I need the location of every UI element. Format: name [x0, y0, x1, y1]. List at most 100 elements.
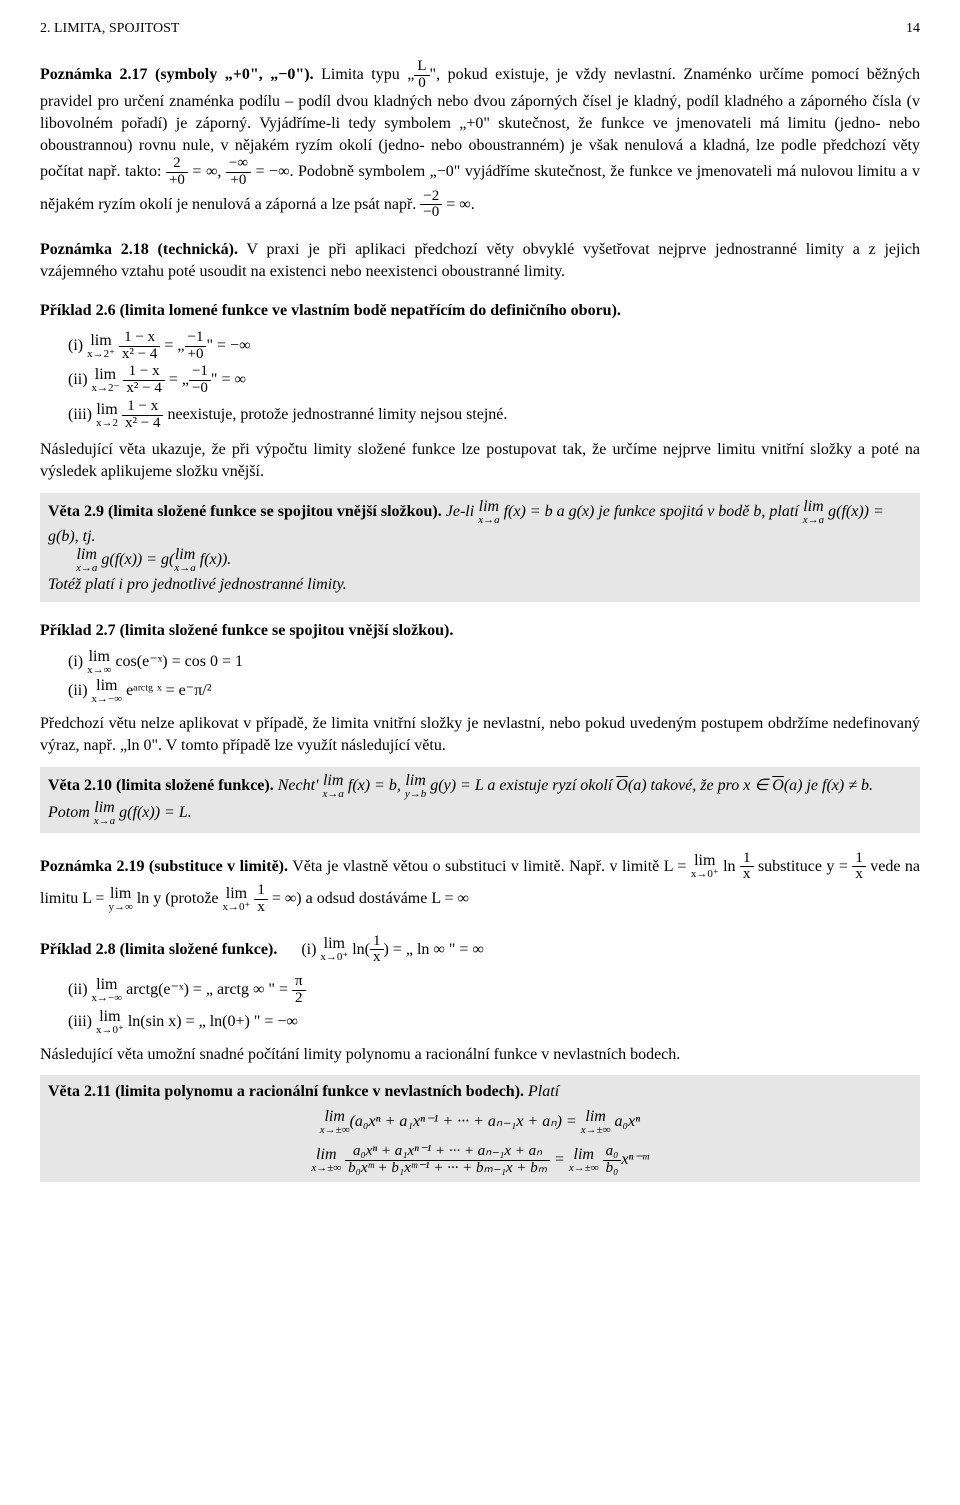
ex-2-6-ii: (ii) limx→2⁻ 1 − xx² − 4 = „−1−0" = ∞ — [68, 364, 920, 397]
limit: limx→−∞ — [92, 678, 123, 705]
ex-2-7-i: (i) limx→∞ cos(e⁻ˣ) = cos 0 = 1 — [68, 649, 920, 676]
tag: (ii) — [68, 683, 88, 700]
limit: limx→±∞ — [581, 1109, 611, 1136]
ex-2-6-i: (i) limx→2⁺ 1 − xx² − 4 = „−1+0" = −∞ — [68, 330, 920, 363]
fraction: −1−0 — [189, 364, 211, 397]
fraction: a₀b₀ — [603, 1144, 622, 1177]
fraction: 1x — [254, 883, 268, 916]
text: Věta je vlastně větou o substituci v lim… — [292, 858, 691, 875]
text: = „ — [160, 337, 184, 354]
limit: limx→0⁺ — [691, 853, 719, 880]
expr: (a₀xⁿ + a₁xⁿ⁻¹ + ··· + aₙ₋₁x + aₙ) = — [350, 1113, 581, 1130]
ex-2-8-i: (i) limx→0⁺ ln(1x) = „ ln ∞ " = ∞ — [301, 941, 483, 958]
symbol-o-bar: O — [772, 777, 784, 794]
text: Je-li — [446, 503, 478, 520]
fraction: −1+0 — [185, 330, 207, 363]
limit: limx→a — [478, 499, 499, 526]
limit: limx→a — [94, 800, 115, 827]
page-header: 2. LIMITA, SPOJITOST 14 — [40, 20, 920, 39]
ex-2-8-iii: (iii) limx→0⁺ ln(sin x) = „ ln(0+) " = −… — [68, 1009, 920, 1036]
ex-2-6-iii: (iii) limx→2 1 − xx² − 4 neexistuje, pro… — [68, 399, 920, 432]
limit: limx→a — [803, 499, 824, 526]
text: (a) takové, že pro x ∈ — [628, 777, 772, 794]
example-2-7-body: (i) limx→∞ cos(e⁻ˣ) = cos 0 = 1 (ii) lim… — [68, 649, 920, 705]
note-2-19: Poznámka 2.19 (substituce v limitě). Vět… — [40, 851, 920, 916]
chapter-title: 2. LIMITA, SPOJITOST — [40, 20, 179, 39]
paragraph-after-2-8: Následující věta umožní snadné počítání … — [40, 1044, 920, 1066]
text: g(f(x)) = L. — [115, 804, 192, 821]
limit: limx→±∞ — [311, 1147, 341, 1174]
text: neexistuje, protože jednostranné limity … — [163, 406, 507, 423]
text: ln( — [348, 941, 370, 958]
theorem-2-9: Věta 2.9 (limita složené funkce se spoji… — [40, 493, 920, 602]
theorem-label: Věta 2.9 (limita složené funkce se spoji… — [48, 503, 442, 520]
example-2-8-body: (ii) limx→−∞ arctg(e⁻ˣ) = „ arctg ∞ " = … — [68, 974, 920, 1036]
fraction: 1 − xx² − 4 — [123, 364, 164, 397]
limit: limx→±∞ — [569, 1147, 599, 1174]
limit: limx→−∞ — [92, 977, 123, 1004]
text: Platí — [528, 1083, 559, 1100]
ex-2-7-ii: (ii) limx→−∞ eᵃʳᶜᵗᵍ ˣ = e⁻π/² — [68, 678, 920, 705]
text: Limita typu „ — [321, 66, 414, 83]
text: substituce y = — [754, 858, 853, 875]
text: ln — [719, 858, 740, 875]
example-2-8: Příklad 2.8 (limita složené funkce). (i)… — [40, 934, 920, 967]
text: eᵃʳᶜᵗᵍ ˣ = e⁻π/² — [122, 683, 211, 700]
text: f(x) = b a g(x) je funkce spojitá v bodě… — [500, 503, 803, 520]
note-2-18: Poznámka 2.18 (technická). V praxi je př… — [40, 239, 920, 282]
theorem-2-11: Věta 2.11 (limita polynomu a racionální … — [40, 1075, 920, 1182]
limit: limx→2 — [96, 402, 118, 429]
page-number: 14 — [906, 20, 920, 39]
tag: (ii) — [68, 371, 88, 388]
text: = ∞) a odsud dostáváme L = ∞ — [268, 890, 469, 907]
limit: limx→±∞ — [320, 1109, 350, 1136]
theorem-2-10: Věta 2.10 (limita složené funkce). Necht… — [40, 767, 920, 833]
fraction: 1 − xx² − 4 — [122, 399, 163, 432]
tag: (i) — [68, 337, 83, 354]
equation: limx→a g(f(x)) = g(limx→a f(x)). — [76, 547, 912, 574]
text: ln(sin x) = „ ln(0+) " = −∞ — [124, 1013, 298, 1030]
text: = ∞, — [188, 163, 226, 180]
equation-line-1: limx→±∞(a₀xⁿ + a₁xⁿ⁻¹ + ··· + aₙ₋₁x + aₙ… — [48, 1109, 912, 1136]
text: Totéž platí i pro jednotlivé jednostrann… — [48, 574, 912, 596]
paragraph-after-2-6: Následující věta ukazuje, že při výpočtu… — [40, 439, 920, 482]
theorem-label: Věta 2.10 (limita složené funkce). — [48, 777, 274, 794]
fraction: a₀xⁿ + a₁xⁿ⁻¹ + ··· + aₙ₋₁x + aₙb₀xᵐ + b… — [345, 1144, 550, 1177]
note-label: Poznámka 2.18 (technická). — [40, 241, 238, 258]
expr: a₀xⁿ — [610, 1113, 640, 1130]
text: ) = „ ln ∞ " = ∞ — [384, 941, 484, 958]
text: ln y (protože — [133, 890, 223, 907]
theorem-label: Věta 2.11 (limita polynomu a racionální … — [48, 1083, 524, 1100]
note-2-17: Poznámka 2.17 (symboly „+0", „−0"). Limi… — [40, 59, 920, 221]
fraction: 1x — [370, 934, 384, 967]
note-label: Poznámka 2.17 (symboly „+0", „−0"). — [40, 66, 314, 83]
note-label: Poznámka 2.19 (substituce v limitě). — [40, 858, 288, 875]
text: " = ∞ — [211, 371, 246, 388]
fraction: L0 — [414, 59, 429, 92]
text: " = −∞ — [206, 337, 250, 354]
fraction: 1x — [852, 851, 866, 884]
text: cos(e⁻ˣ) = cos 0 = 1 — [111, 654, 243, 671]
fraction: π2 — [292, 974, 306, 1007]
limit: limx→0⁺ — [320, 936, 348, 963]
limit: limx→∞ — [87, 649, 111, 676]
text: f(x)). — [196, 551, 232, 568]
text: Necht' — [278, 777, 323, 794]
fraction: −2−0 — [420, 189, 442, 222]
example-2-6-body: (i) limx→2⁺ 1 − xx² − 4 = „−1+0" = −∞ (i… — [68, 330, 920, 432]
limit: limy→b — [405, 773, 426, 800]
tag: (iii) — [68, 406, 92, 423]
fraction: 1x — [740, 851, 754, 884]
example-2-7-label: Příklad 2.7 (limita složené funkce se sp… — [40, 620, 920, 642]
equation-line-2: limx→±∞ a₀xⁿ + a₁xⁿ⁻¹ + ··· + aₙ₋₁x + aₙ… — [48, 1144, 912, 1177]
fraction: 1 − xx² − 4 — [119, 330, 160, 363]
limit: limx→a — [322, 773, 343, 800]
text: g(y) = L a existuje ryzí okolí — [426, 777, 616, 794]
limit: limx→0⁺ — [223, 886, 251, 913]
limit: limx→0⁺ — [96, 1009, 124, 1036]
text: = — [550, 1151, 569, 1168]
limit: limx→2⁺ — [87, 333, 115, 360]
limit: limy→∞ — [108, 886, 132, 913]
tag: (i) — [68, 654, 83, 671]
text: = ∞. — [442, 196, 474, 213]
